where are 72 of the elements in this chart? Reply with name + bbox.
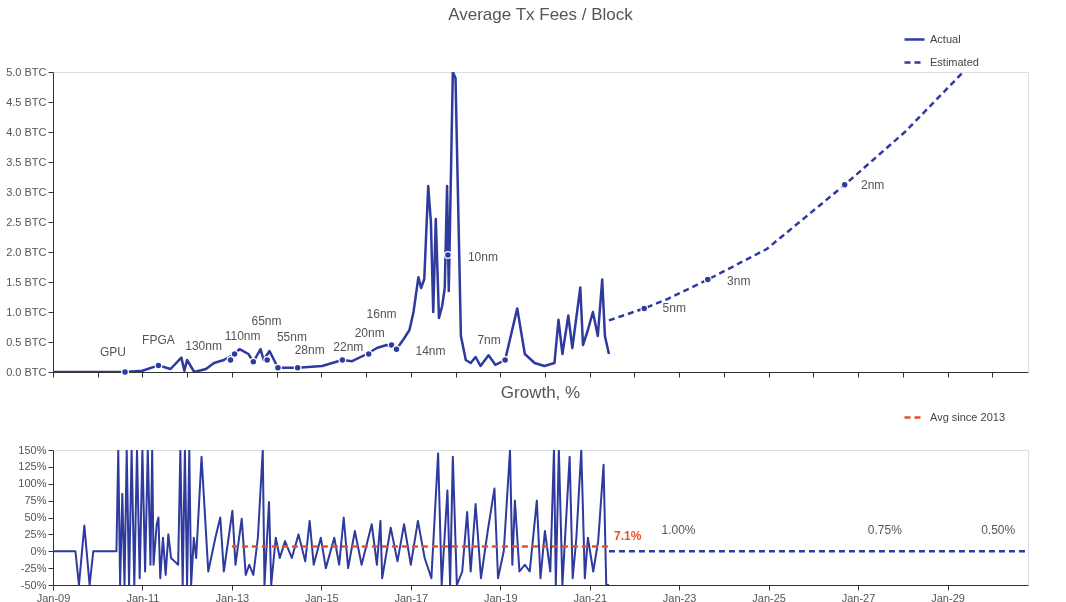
y-tick-label: 0.5 BTC bbox=[6, 335, 47, 348]
y-tick-label: -25% bbox=[20, 561, 47, 574]
point bbox=[364, 350, 373, 358]
point bbox=[443, 251, 452, 259]
annotation: 16nm bbox=[366, 307, 397, 321]
y-tick-label: 50% bbox=[24, 511, 47, 523]
x-tick-label: Jan-25 bbox=[752, 591, 786, 602]
annotation: 14nm bbox=[415, 344, 446, 359]
line-series bbox=[607, 72, 965, 322]
annotation: 22nm bbox=[333, 340, 364, 354]
chart-title: Average Tx Fees / Block bbox=[448, 5, 634, 24]
annotation: 3nm bbox=[727, 273, 751, 288]
point bbox=[703, 275, 712, 284]
annotation: 130nm bbox=[185, 339, 222, 353]
point bbox=[640, 304, 649, 313]
y-tick-label: 125% bbox=[18, 460, 47, 473]
annotation: 5nm bbox=[662, 301, 686, 316]
y-tick-label: 0% bbox=[30, 544, 47, 557]
x-tick-label: Jan-15 bbox=[304, 591, 339, 602]
point bbox=[154, 361, 163, 370]
y-tick-label: 4.5 BTC bbox=[6, 95, 47, 108]
annotation: FPGA bbox=[142, 333, 175, 348]
y-tick-label: 2.0 BTC bbox=[6, 245, 47, 258]
y-tick-label: 150% bbox=[18, 443, 47, 456]
point bbox=[226, 356, 235, 364]
y-tick-label: 4.0 BTC bbox=[6, 125, 47, 138]
line-series bbox=[53, 450, 610, 585]
x-tick-label: Jan-17 bbox=[394, 591, 429, 602]
point bbox=[274, 363, 282, 372]
annotation: 55nm bbox=[276, 329, 307, 344]
y-tick-label: 1.0 BTC bbox=[6, 305, 47, 318]
x-tick-label: Jan-21 bbox=[573, 591, 608, 602]
annotation: 1.00% bbox=[661, 523, 696, 538]
y-tick-label: 3.5 BTC bbox=[6, 155, 47, 168]
legend-label: Actual bbox=[930, 32, 961, 45]
legend-label: Estimated bbox=[930, 55, 979, 68]
y-tick-label: 1.5 BTC bbox=[6, 275, 47, 288]
point bbox=[392, 345, 401, 354]
annotation: 28nm bbox=[294, 342, 325, 357]
chart-title: Growth, % bbox=[500, 383, 581, 402]
annotation: 0.75% bbox=[867, 523, 903, 538]
annotation: 7nm bbox=[477, 333, 501, 347]
x-tick-label: Jan-29 bbox=[931, 591, 965, 602]
annotation: 110nm bbox=[224, 329, 261, 343]
legend-label: Avg since 2013 bbox=[930, 410, 1006, 423]
y-tick-label: 75% bbox=[24, 494, 47, 507]
x-tick-label: Jan-09 bbox=[36, 591, 71, 602]
y-tick-label: 3.0 BTC bbox=[6, 185, 47, 198]
annotation: 10nm bbox=[467, 250, 498, 264]
x-tick-label: Jan-19 bbox=[483, 591, 518, 602]
annotation: 2nm bbox=[861, 177, 885, 192]
point bbox=[249, 357, 258, 366]
annotation: 0.50% bbox=[981, 523, 1016, 538]
x-tick-label: Jan-13 bbox=[215, 591, 250, 602]
point bbox=[501, 356, 510, 364]
x-tick-label: Jan-27 bbox=[841, 591, 876, 602]
y-tick-label: 5.0 BTC bbox=[6, 65, 47, 78]
data-label: 7.1% bbox=[613, 529, 642, 544]
y-tick-label: -50% bbox=[20, 578, 47, 591]
x-tick-label: Jan-11 bbox=[126, 591, 160, 602]
y-tick-label: 2.5 BTC bbox=[6, 215, 47, 228]
y-tick-label: 0.0 BTC bbox=[6, 365, 47, 378]
point bbox=[230, 350, 239, 358]
point bbox=[121, 368, 129, 376]
y-tick-label: 25% bbox=[24, 527, 47, 540]
x-tick-label: Jan-23 bbox=[662, 591, 697, 602]
point bbox=[387, 341, 396, 349]
point bbox=[338, 356, 347, 364]
annotation: 65nm bbox=[251, 314, 282, 328]
y-tick-label: 100% bbox=[18, 477, 47, 490]
annotation: GPU bbox=[100, 345, 127, 359]
annotation: 20nm bbox=[354, 326, 385, 340]
